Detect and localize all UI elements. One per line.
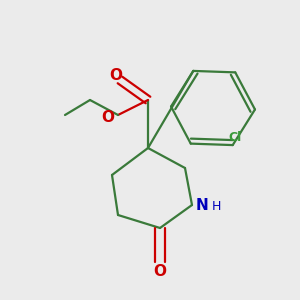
Text: O: O [154,265,166,280]
Text: H: H [211,200,221,214]
Text: Cl: Cl [228,130,241,144]
Text: O: O [110,68,122,83]
Text: O: O [101,110,115,124]
Text: N: N [196,197,208,212]
